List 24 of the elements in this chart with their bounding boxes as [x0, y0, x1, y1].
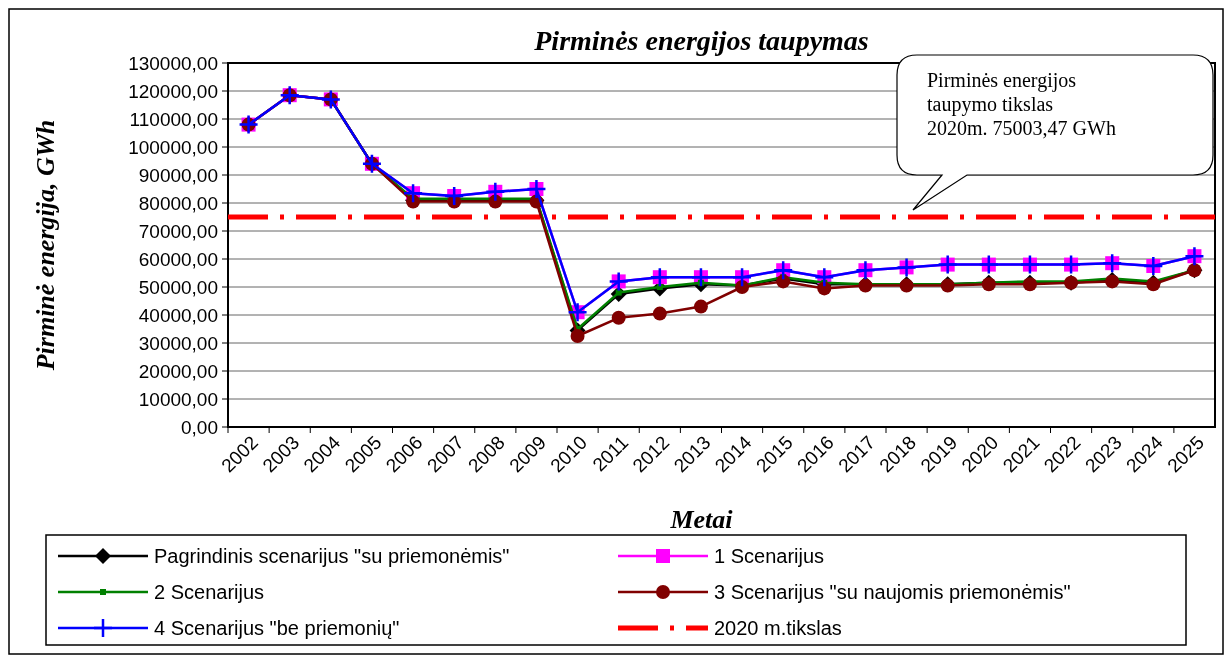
y-tick-label: 30000,00 [138, 332, 218, 354]
y-tick-label: 80000,00 [138, 192, 218, 214]
legend-label: Pagrindinis scenarijus "su priemonėmis" [154, 545, 510, 567]
legend-label: 2020 m.tikslas [714, 617, 842, 639]
y-tick-label: 130000,00 [128, 52, 218, 74]
y-tick-label: 50000,00 [138, 276, 218, 298]
y-tick-label: 100000,00 [128, 136, 218, 158]
chart-title: Pirminės energijos taupymas [533, 25, 869, 56]
y-tick-label: 60000,00 [138, 248, 218, 270]
x-axis-title: Metai [669, 505, 734, 534]
y-tick-label: 10000,00 [138, 388, 218, 410]
annotation: Pirminės energijos taupymo tikslas 2020m. 75003,47 GWh [927, 69, 1116, 139]
legend-label: 3 Scenarijus "su naujomis priemonėmis" [714, 581, 1071, 603]
y-tick-label: 40000,00 [138, 304, 218, 326]
y-tick-label: 120000,00 [128, 80, 218, 102]
legend-label: 4 Scenarijus "be priemonių" [154, 617, 400, 639]
y-tick-label: 90000,00 [138, 164, 218, 186]
y-tick-label: 70000,00 [138, 220, 218, 242]
y-tick-label: 110000,00 [129, 108, 218, 130]
legend-label: 1 Scenarijus [714, 545, 825, 567]
legend-label: 2 Scenarijus [154, 581, 265, 603]
y-axis-title: Pirminė energija, GWh [31, 119, 60, 372]
y-tick-label: 20000,00 [138, 360, 218, 382]
y-tick-label: 0,00 [181, 416, 218, 438]
